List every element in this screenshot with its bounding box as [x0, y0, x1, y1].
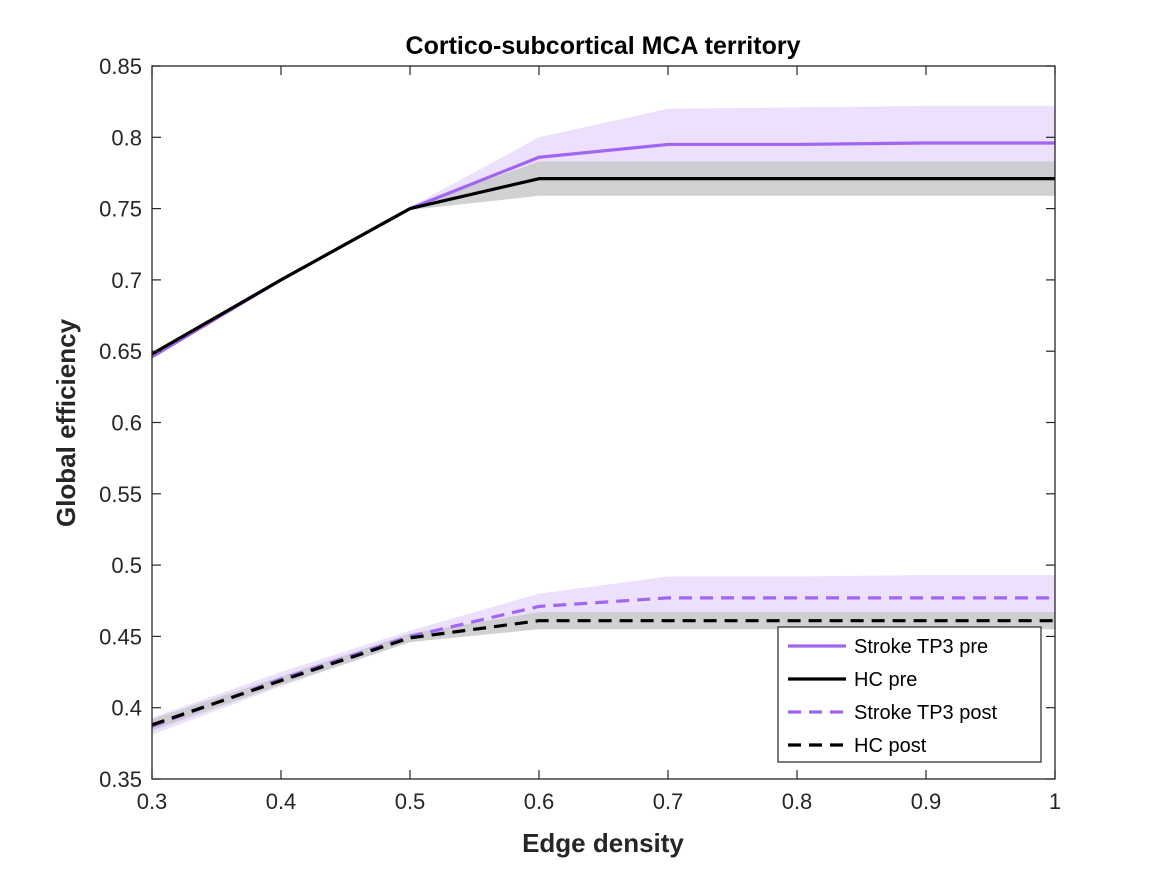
y-tick-label: 0.85	[99, 54, 142, 79]
series-line-hc-post	[151, 619, 1055, 727]
legend-box	[777, 626, 1042, 763]
x-axis-title: Edge density	[522, 828, 684, 858]
x-tick-label: 0.7	[653, 789, 684, 814]
y-tick-label: 0.5	[111, 553, 142, 578]
legend-label: HC pre	[854, 669, 917, 691]
series-lines	[151, 141, 1055, 728]
y-tick-label: 0.45	[99, 624, 142, 649]
y-tick-label: 0.35	[99, 767, 142, 792]
y-tick-label: 0.7	[111, 268, 142, 293]
confidence-bands	[152, 105, 1055, 735]
legend: Stroke TP3 pre HC pre Stroke TP3 post HC po…	[777, 626, 1042, 763]
x-tick-label: 0.8	[782, 789, 813, 814]
y-tick-label: 0.6	[111, 411, 142, 436]
legend-label: HC post	[854, 735, 927, 757]
x-tick-label: 0.5	[395, 789, 426, 814]
x-tick-label: 0.4	[266, 789, 297, 814]
x-tick-label: 0.9	[911, 789, 942, 814]
chart-title: Cortico-subcortical MCA territory	[406, 32, 801, 60]
x-axis: 0.3 0.4 0.5 0.6 0.7 0.8 0.9 1	[137, 66, 1061, 814]
band-hc-pre	[152, 161, 1055, 356]
x-tick-label: 1	[1049, 789, 1061, 814]
y-tick-label: 0.8	[111, 125, 142, 150]
y-tick-label: 0.75	[99, 197, 142, 222]
y-tick-label: 0.55	[99, 482, 142, 507]
y-tick-label: 0.4	[111, 696, 142, 721]
y-axis: 0.35 0.4 0.45 0.5 0.55 0.6 0.65 0.7 0.75 0.8 0.85	[99, 54, 1055, 792]
band-hc-post	[152, 612, 1055, 731]
legend-label: Stroke TP3 pre	[854, 636, 988, 658]
y-tick-label: 0.65	[99, 339, 142, 364]
x-tick-label: 0.3	[137, 789, 168, 814]
y-axis-title: Global efficiency	[51, 318, 81, 527]
x-tick-label: 0.6	[524, 789, 555, 814]
legend-label: Stroke TP3 post	[854, 702, 997, 724]
series-line-hc-pre	[151, 177, 1055, 356]
